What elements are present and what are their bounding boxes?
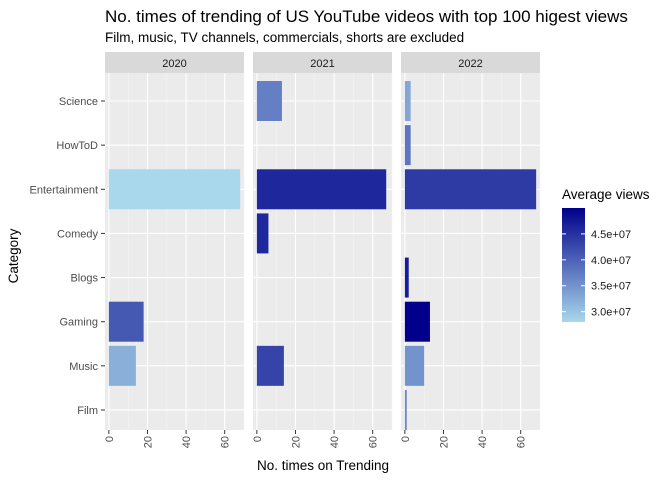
facet-label: 2020	[162, 58, 186, 70]
category-label: Blogs	[70, 273, 98, 285]
category-label: Entertainment	[30, 184, 98, 196]
x-tick-label: 40	[181, 436, 193, 448]
facet-label: 2022	[458, 58, 482, 70]
bar-science	[404, 81, 411, 121]
legend-tick-label: 4.0e+07	[591, 255, 631, 267]
x-tick-label: 20	[290, 436, 302, 448]
x-tick-label: 0	[104, 436, 116, 442]
facet-strip	[105, 52, 244, 73]
bar-science	[256, 81, 282, 121]
x-tick-label: 60	[516, 436, 528, 448]
x-tick-label: 60	[368, 436, 380, 448]
y-axis-title: Category	[6, 228, 21, 283]
bar-comedy	[256, 213, 269, 254]
category-label: Music	[69, 361, 98, 373]
category-label: Comedy	[57, 228, 98, 240]
x-tick-label: 20	[142, 436, 154, 448]
category-label: Gaming	[59, 317, 98, 329]
bar-music	[256, 345, 284, 386]
x-axis-title: No. times on Trending	[257, 458, 389, 473]
legend-title: Average views	[562, 187, 650, 202]
bar-entertainment	[256, 169, 387, 210]
legend-tick-label: 4.5e+07	[591, 229, 631, 241]
legend-colorbar	[562, 208, 585, 322]
bar-gaming	[108, 301, 144, 342]
bar-gaming	[404, 301, 430, 342]
chart-title: No. times of trending of US YouTube vide…	[105, 7, 628, 26]
legend-tick-label: 3.5e+07	[591, 281, 631, 293]
plot-area: Science HowToD Entertainment Comedy Blogs Gam…	[30, 52, 541, 448]
x-tick-label: 40	[329, 436, 341, 448]
bar-blogs	[404, 257, 409, 298]
bar-film	[404, 389, 407, 430]
category-label: Science	[59, 96, 98, 108]
x-tick-label: 40	[477, 436, 489, 448]
bar-howtod	[404, 125, 411, 166]
facet-label: 2021	[310, 58, 334, 70]
x-tick-label: 60	[220, 436, 232, 448]
category-label: HowToD	[56, 140, 98, 152]
legend-tick-label: 3.0e+07	[591, 307, 631, 319]
bar-entertainment	[404, 169, 537, 210]
x-tick-label: 0	[400, 436, 412, 442]
legend: Average views 3.0e+07 3.5e+07 4.0e+07 4.5e+…	[562, 187, 650, 322]
facet-strip	[253, 52, 392, 73]
bar-music	[404, 345, 425, 386]
facet-strip	[401, 52, 540, 73]
bar-entertainment	[108, 169, 241, 210]
x-tick-label: 0	[252, 436, 264, 442]
bar-music	[108, 345, 136, 386]
x-tick-label: 20	[438, 436, 450, 448]
category-label: Film	[77, 405, 98, 417]
chart-subtitle: Film, music, TV channels, commercials, s…	[105, 30, 464, 45]
